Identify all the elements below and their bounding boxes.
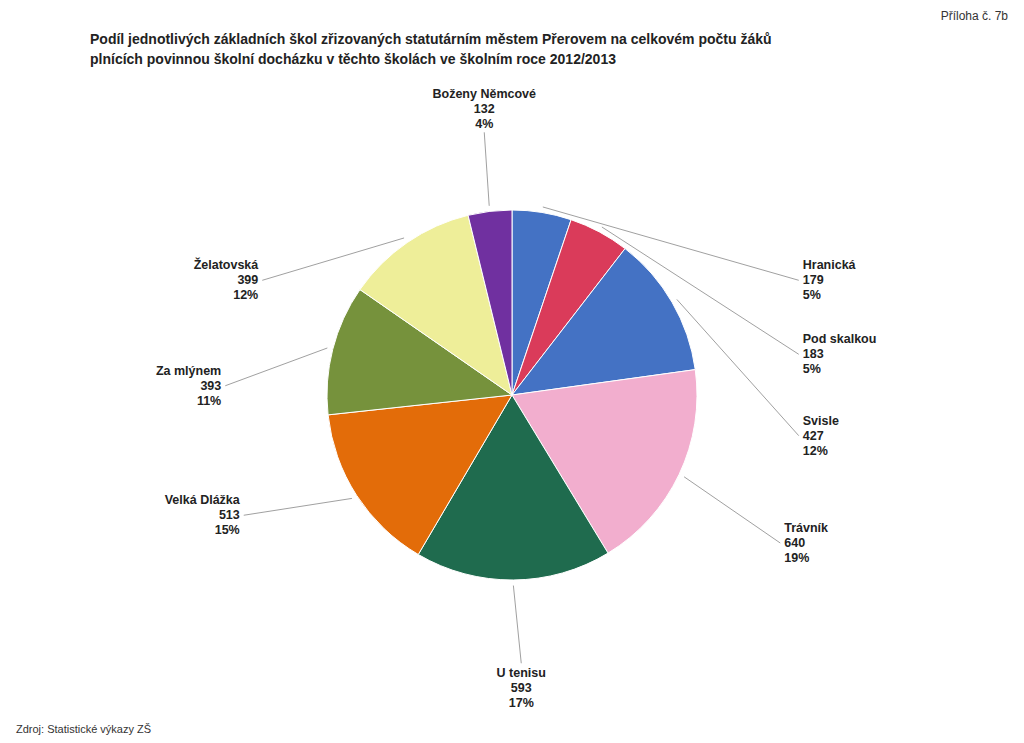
value-label: 132 <box>474 102 495 116</box>
value-label: 183 <box>803 347 824 361</box>
pie-slice <box>328 395 512 554</box>
slice-label: U tenisu <box>497 666 546 680</box>
slice-label: Hranická <box>803 258 856 272</box>
leader-line <box>602 227 799 354</box>
leader-lines <box>225 132 799 663</box>
leader-line <box>484 132 489 206</box>
percentage-label: 12% <box>233 288 258 302</box>
pie-slice <box>468 210 512 395</box>
percentage-label: 4% <box>475 117 493 131</box>
annotation: Zdroj: Statistické výkazy ZŠ <box>16 723 151 735</box>
percentage-label: 11% <box>197 394 221 408</box>
slice-label: Velká Dlážka <box>165 493 241 507</box>
value-label: 393 <box>200 379 221 393</box>
percentage-label: 5% <box>803 362 821 376</box>
leader-line <box>244 498 352 515</box>
percentage-label: 15% <box>215 523 240 537</box>
leader-line <box>677 299 799 435</box>
slice-label: Svisle <box>803 414 839 428</box>
value-label: 593 <box>511 681 532 695</box>
value-label: 399 <box>237 273 258 287</box>
leader-line <box>262 238 404 280</box>
percentage-label: 19% <box>784 551 809 565</box>
slice-label: Trávník <box>784 521 828 535</box>
slice-label: Za mlýnem <box>156 364 221 378</box>
slice-label: Boženy Němcové <box>432 87 536 101</box>
slices <box>327 210 697 580</box>
slice-label: Želatovská <box>194 257 259 272</box>
chart: Podíl jednotlivých základních škol zřizo… <box>0 0 1024 743</box>
percentage-label: 12% <box>803 444 828 458</box>
percentage-label: 17% <box>509 696 534 710</box>
background <box>0 0 1024 743</box>
value-label: 427 <box>803 429 824 443</box>
value-label: 179 <box>803 273 824 287</box>
title: Podíl jednotlivých základních škol zřizo… <box>90 31 772 47</box>
leader-line <box>225 348 327 386</box>
slice-label: Pod skalkou <box>803 332 877 346</box>
percentage-label: 5% <box>803 288 821 302</box>
leader-line <box>684 477 780 543</box>
leader-line <box>543 207 799 280</box>
subtitle: plnících povinnou školní docházku v těch… <box>90 51 616 67</box>
annotation: Příloha č. 7b <box>941 9 1009 23</box>
leader-line <box>513 586 521 664</box>
data-labels: Hranická1795%Pod skalkou1835%Svisle42712… <box>156 87 876 710</box>
value-label: 513 <box>219 508 240 522</box>
value-label: 640 <box>784 536 805 550</box>
